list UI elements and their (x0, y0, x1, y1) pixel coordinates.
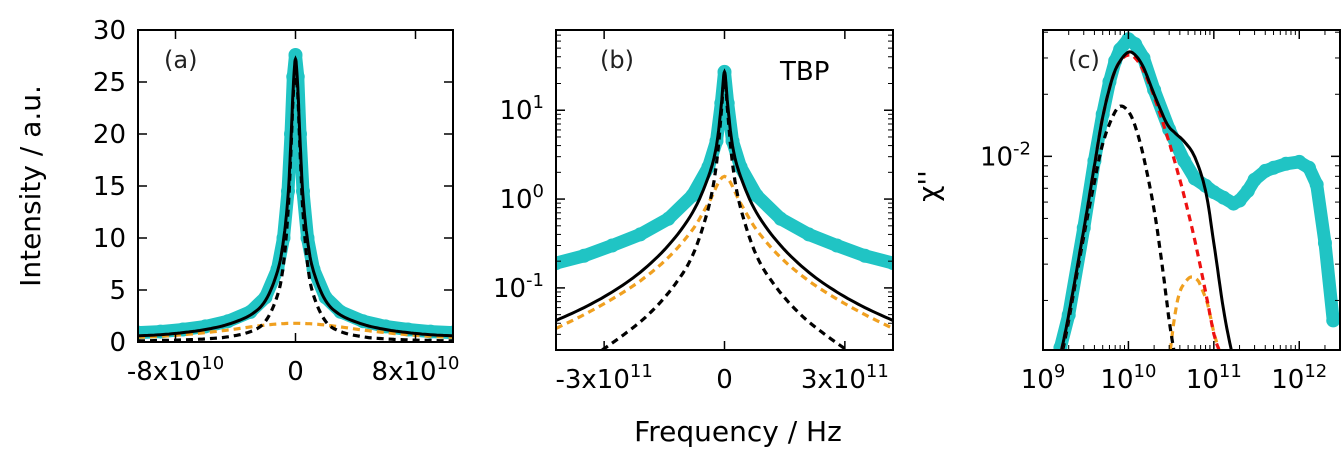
panel-a-label: (a) (164, 46, 197, 74)
data-point (829, 238, 844, 253)
x-tick-label: 0 (287, 357, 304, 387)
x-tick-label: 1011 (1186, 361, 1242, 395)
x-axis-title: Frequency / Hz (634, 415, 842, 448)
data-point (1279, 156, 1294, 171)
panel-a-y-ticks: 0 5 10 15 20 25 30 (93, 16, 453, 358)
panel-a-plot (138, 47, 453, 342)
data-point (661, 211, 676, 226)
data-point (1053, 340, 1068, 350)
series-fit-total-line (138, 55, 453, 338)
series-data-trace (138, 48, 453, 340)
series-fit-total-line (556, 68, 893, 322)
data-point (288, 47, 303, 62)
x-tick-label: 1010 (1100, 361, 1156, 395)
data-point (577, 248, 592, 263)
series-component-2-line (556, 174, 893, 330)
panel-b-frame (555, 29, 894, 351)
panel-b-y-ticks: 10-1 100 101 (493, 34, 893, 335)
panel-a-y-axis-title: Intensity / a.u. (14, 85, 47, 287)
data-point (1232, 193, 1247, 208)
series-fit-total-line (1060, 50, 1233, 350)
data-point (1326, 313, 1340, 328)
series-component-1-line (138, 74, 453, 342)
y-tick-label: 100 (499, 181, 544, 215)
data-point (1187, 171, 1202, 186)
y-tick-label: 0 (109, 328, 126, 358)
data-point (1301, 160, 1316, 175)
panel-b-label: (b) (600, 46, 634, 74)
y-tick-label: 20 (93, 120, 126, 150)
x-tick-label: -8x1010 (127, 353, 224, 387)
panel-b-plot (556, 64, 893, 350)
x-tick-label: 109 (1021, 361, 1066, 395)
data-point (1240, 183, 1255, 198)
data-point (801, 227, 816, 242)
y-tick-label: 30 (93, 16, 126, 46)
panel-b-annotation: TBP (779, 57, 829, 87)
panel-c-frame (1042, 29, 1341, 351)
y-tick-label: 10-2 (980, 138, 1031, 172)
data-point (685, 188, 700, 203)
panel-b: 10-1 100 101 -3x1011 0 3x1011 (b) TBP Freque… (493, 29, 894, 448)
x-tick-label: -3x1011 (555, 361, 652, 395)
data-point (749, 188, 764, 203)
series-data-trace (1053, 32, 1340, 350)
data-point (773, 211, 788, 226)
data-point (605, 238, 620, 253)
data-point (633, 227, 648, 242)
panel-a-frame (137, 29, 454, 343)
data-point (1177, 153, 1192, 168)
data-point (1128, 37, 1143, 52)
data-point (1247, 172, 1262, 187)
panel-a-x-ticks: -8x1010 0 8x1010 (127, 30, 460, 387)
x-tick-label: 8x1010 (372, 353, 460, 387)
x-tick-label: 0 (716, 365, 733, 395)
data-point (1309, 177, 1324, 192)
y-tick-label: 15 (93, 172, 126, 202)
data-point (857, 248, 872, 263)
y-tick-label: 25 (93, 68, 126, 98)
series-component-2-line (1168, 275, 1221, 350)
data-point (556, 256, 563, 271)
panel-c-x-ticks: 109 1010 1011 1012 (1021, 30, 1327, 395)
x-tick-label: 3x1011 (801, 361, 889, 395)
x-tick-label: 1012 (1271, 361, 1327, 395)
panel-c-y-axis-title: χ'' (912, 170, 945, 202)
panel-c-plot (1053, 32, 1340, 350)
panel-c: 10-2 109 1010 1011 1012 (c) χ'' (912, 29, 1341, 395)
data-point (1113, 42, 1128, 57)
y-tick-label: 10 (93, 224, 126, 254)
y-tick-label: 5 (109, 276, 126, 306)
panel-c-label: (c) (1068, 46, 1100, 74)
y-tick-label: 101 (499, 92, 544, 126)
y-tick-label: 10-1 (493, 270, 544, 304)
data-point (1317, 235, 1332, 250)
panel-b-x-ticks: -3x1011 0 3x1011 (555, 30, 889, 395)
series-component-2-line (138, 321, 453, 339)
data-point (1266, 160, 1281, 175)
data-point (886, 256, 893, 271)
